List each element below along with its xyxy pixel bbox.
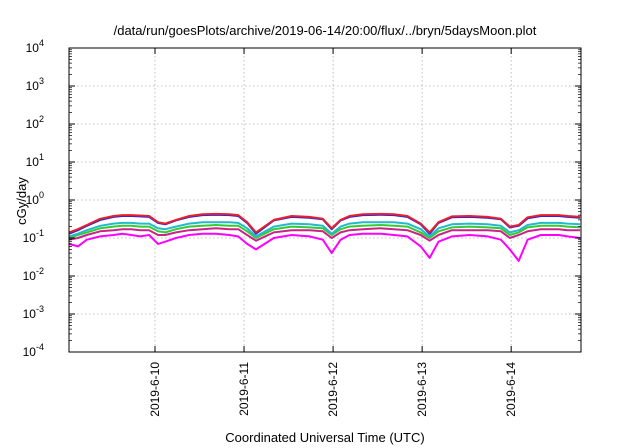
x-tick-label: 2019-6-10	[148, 362, 162, 417]
chart-title: /data/run/goesPlots/archive/2019-06-14/2…	[114, 23, 537, 38]
y-tick-exponent: -4	[36, 342, 44, 352]
series-line-2	[68, 221, 581, 238]
series-line-5	[68, 232, 581, 262]
y-axis-label: cGy/day	[14, 177, 29, 225]
y-tick-label: 10-4	[23, 342, 44, 359]
y-tick-exponent: -1	[36, 228, 44, 238]
y-tick-exponent: 3	[39, 76, 44, 86]
x-axis-label: Coordinated Universal Time (UTC)	[225, 430, 424, 445]
series-line-3	[68, 224, 581, 239]
series-line-4	[68, 227, 581, 242]
y-tick-label: 104	[26, 38, 44, 55]
y-tick-exponent: 4	[39, 38, 44, 48]
y-tick-exponent: -3	[36, 304, 44, 314]
x-tick-label: 2019-6-13	[415, 362, 429, 417]
series-layer	[68, 212, 581, 262]
y-tick-label: 102	[26, 114, 44, 131]
y-tick-exponent: -2	[36, 266, 44, 276]
y-tick-exponent: 2	[39, 114, 44, 124]
x-tick-label: 2019-6-14	[504, 362, 518, 417]
series-line-0	[68, 212, 581, 234]
y-tick-label: 103	[26, 76, 44, 93]
x-tick-label: 2019-6-12	[326, 362, 340, 417]
y-tick-exponent: 0	[39, 190, 44, 200]
y-tick-exponent: 1	[39, 152, 44, 162]
y-tick-label: 10-2	[23, 266, 44, 283]
grid	[69, 48, 581, 352]
y-tick-label: 10-3	[23, 304, 44, 321]
y-tick-label: 10-1	[23, 228, 44, 245]
y-tick-label: 101	[26, 152, 44, 169]
x-tick-label: 2019-6-11	[237, 362, 251, 416]
